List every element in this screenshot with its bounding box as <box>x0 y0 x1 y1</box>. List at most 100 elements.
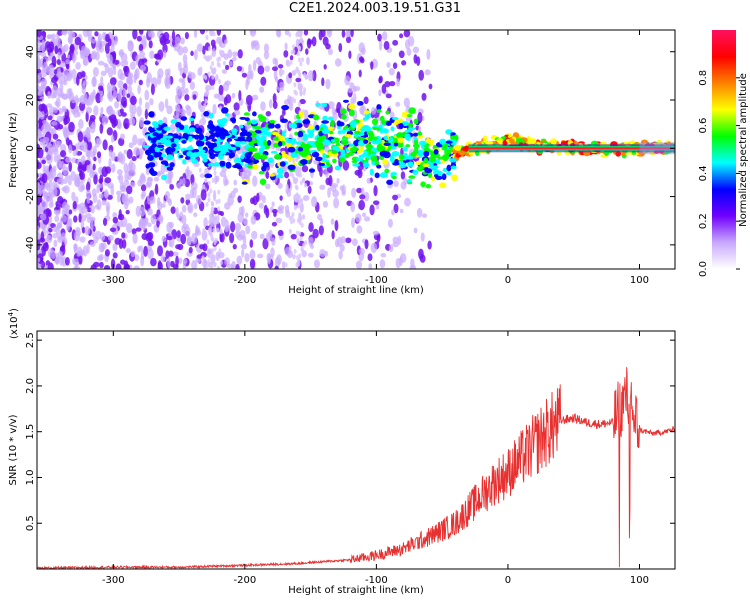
heatmap-noise-blob <box>231 265 235 269</box>
heatmap-noise-blob <box>135 227 142 232</box>
heatmap-ridge-blob <box>234 157 242 163</box>
heatmap-noise-blob <box>283 50 289 58</box>
heatmap-noise-blob <box>364 191 370 202</box>
heatmap-noise-blob <box>71 68 77 80</box>
heatmap-band-blob <box>213 262 217 268</box>
heatmap-ridge-blob <box>250 119 258 125</box>
heatmap-noise-blob <box>257 65 265 75</box>
heatmap-noise-blob <box>385 93 392 99</box>
heatmap-noise-blob <box>149 98 154 106</box>
heatmap-noise-blob <box>96 255 103 262</box>
heatmap-band-blob <box>213 157 217 163</box>
heatmap-noise-blob <box>299 202 304 213</box>
heatmap-band-blob <box>213 165 217 171</box>
snr-series-line <box>37 367 675 569</box>
heatmap-noise-blob <box>377 33 382 42</box>
heatmap-ridge-blob <box>418 140 427 146</box>
heatmap-ridge-blob <box>170 147 176 152</box>
heatmap-noise-blob <box>39 138 46 146</box>
heatmap-ridge-blob <box>302 119 311 125</box>
heatmap-noise-blob <box>322 36 329 46</box>
heatmap-noise-blob <box>281 109 286 116</box>
heatmap-ridge-blob <box>266 140 272 146</box>
heatmap-ridge-blob <box>340 151 346 157</box>
spectrogram-frame <box>36 29 676 270</box>
heatmap-noise-blob <box>359 194 366 200</box>
heatmap-noise-blob <box>240 243 248 250</box>
heatmap-noise-blob <box>58 78 62 85</box>
heatmap-ridge-blob <box>441 173 447 181</box>
heatmap-noise-blob <box>372 200 380 206</box>
heatmap-noise-blob <box>126 93 131 98</box>
heatmap-band-blob <box>203 218 207 224</box>
heatmap-ridge-blob <box>382 159 389 165</box>
heatmap-noise-blob <box>65 157 72 163</box>
heatmap-noise-blob <box>68 161 73 172</box>
heatmap-noise-blob <box>193 212 198 218</box>
heatmap-band-blob <box>303 87 307 93</box>
heatmap-noise-blob <box>183 64 189 75</box>
heatmap-ridge-blob <box>214 125 221 132</box>
heatmap-noise-blob <box>100 70 107 77</box>
heatmap-noise-blob <box>68 209 73 215</box>
heatmap-noise-blob <box>128 117 136 126</box>
heatmap-ridge-blob <box>240 154 245 160</box>
heatmap-noise-blob <box>237 212 245 223</box>
heatmap-ridge-blob <box>405 144 411 148</box>
heatmap-noise-blob <box>128 142 134 149</box>
heatmap-band-blob <box>288 246 292 252</box>
heatmap-ridge-blob <box>269 119 276 124</box>
heatmap-noise-blob <box>39 96 45 102</box>
heatmap-ridge-blob <box>436 170 443 176</box>
heatmap-ridge-blob <box>327 126 335 131</box>
heatmap-noise-blob <box>145 182 152 188</box>
heatmap-noise-blob <box>157 245 164 257</box>
heatmap-noise-blob <box>42 61 48 74</box>
heatmap-band-blob <box>210 263 214 269</box>
heatmap-noise-blob <box>271 237 276 246</box>
heatmap-ridge-blob <box>152 137 158 142</box>
heatmap-noise-blob <box>172 263 179 269</box>
heatmap-ridge-blob <box>441 145 447 151</box>
heatmap-noise-blob <box>110 44 115 53</box>
heatmap-ridge-blob <box>221 129 229 137</box>
heatmap-band-blob <box>210 232 214 238</box>
heatmap-ridge-blob <box>193 148 200 153</box>
heatmap-noise-blob <box>64 174 72 180</box>
heatmap-noise-blob <box>338 250 343 260</box>
heatmap-noise-blob <box>224 179 229 186</box>
heatmap-noise-blob <box>176 230 181 238</box>
heatmap-noise-blob <box>416 56 421 66</box>
spectrogram-y-tick-label: 0 <box>25 145 36 151</box>
heatmap-noise-blob <box>37 74 41 85</box>
heatmap-noise-blob <box>403 97 410 108</box>
heatmap-noise-blob <box>187 202 194 214</box>
heatmap-noise-blob <box>234 222 242 232</box>
heatmap-band-blob <box>294 184 298 190</box>
heatmap-noise-blob <box>42 164 46 176</box>
heatmap-ridge-blob <box>183 124 189 129</box>
heatmap-noise-blob <box>168 198 172 207</box>
heatmap-noise-blob <box>52 91 58 99</box>
heatmap-noise-blob <box>175 107 180 119</box>
heatmap-noise-blob <box>311 196 318 208</box>
heatmap-band-blob <box>204 98 208 104</box>
heatmap-noise-blob <box>426 48 431 61</box>
heatmap-noise-blob <box>308 222 314 233</box>
heatmap-ridge-blob <box>483 135 488 142</box>
heatmap-ridge-blob <box>394 159 399 165</box>
heatmap-noise-blob <box>86 196 91 204</box>
heatmap-noise-blob <box>182 54 188 64</box>
heatmap-ridge-blob <box>359 119 365 123</box>
heatmap-noise-blob <box>340 236 346 244</box>
heatmap-noise-blob <box>147 208 153 216</box>
heatmap-band-blob <box>212 51 216 57</box>
spectrogram-heatmap <box>37 30 675 269</box>
heatmap-noise-blob <box>39 184 46 195</box>
heatmap-ridge-blob <box>219 162 226 167</box>
heatmap-noise-blob <box>264 65 270 72</box>
heatmap-noise-blob <box>149 196 156 204</box>
heatmap-ridge-blob <box>239 141 247 145</box>
heatmap-noise-blob <box>284 42 288 51</box>
